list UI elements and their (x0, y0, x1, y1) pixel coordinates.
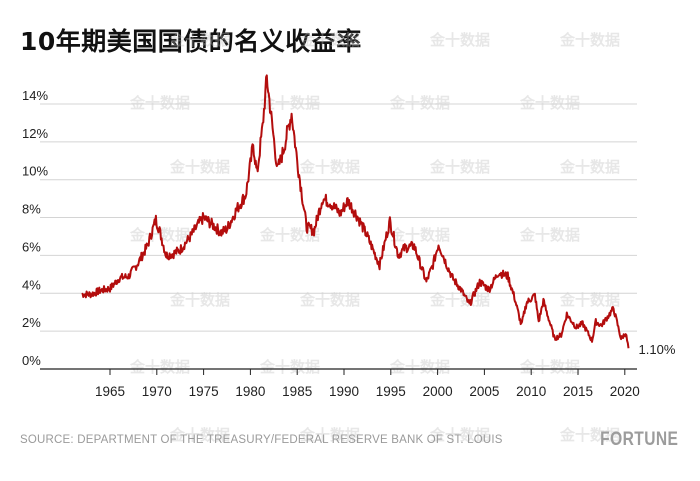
watermark-text: 金十数据 (429, 426, 490, 444)
y-tick-label: 4% (22, 277, 41, 292)
watermark-text: 金十数据 (169, 31, 230, 49)
end-value-label: 1.10% (639, 342, 676, 357)
x-tick-label: 1980 (235, 384, 265, 399)
gridlines (40, 103, 637, 370)
y-axis-ticks: 0% 2% 4% 6% 8% 10% 12% 14% (22, 88, 48, 368)
watermark-text: 金十数据 (259, 94, 320, 112)
y-tick-label: 10% (22, 164, 48, 179)
x-tick-label: 2010 (516, 384, 546, 399)
source-note: SOURCE: DEPARTMENT OF THE TREASURY/FEDER… (20, 434, 503, 446)
watermark-text: 金十数据 (259, 226, 320, 244)
y-tick-label: 0% (22, 353, 41, 368)
y-tick-label: 8% (22, 202, 41, 217)
watermark-text: 金十数据 (129, 94, 190, 112)
watermark-text: 金十数据 (559, 426, 620, 444)
x-tick-label: 2000 (423, 384, 453, 399)
watermark-text: 金十数据 (559, 158, 620, 176)
watermark-text: 金十数据 (299, 158, 360, 176)
watermark-text: 金十数据 (559, 291, 620, 309)
fortune-logo: FORTUNE (599, 429, 678, 450)
x-tick-label: 1985 (282, 384, 312, 399)
watermark-text: 金十数据 (169, 426, 230, 444)
watermark-text: 金十数据 (519, 226, 580, 244)
x-tick-label: 1965 (95, 384, 125, 399)
watermark-text: 金十数据 (389, 226, 450, 244)
watermark-text: 金十数据 (519, 358, 580, 376)
watermark-text: 金十数据 (519, 94, 580, 112)
watermark-text: 金十数据 (429, 158, 490, 176)
x-tick-label: 2015 (563, 384, 593, 399)
watermark-text: 金十数据 (299, 426, 360, 444)
watermark-text: 金十数据 (259, 358, 320, 376)
y-tick-label: 2% (22, 315, 41, 330)
watermark-text: 金十数据 (429, 31, 490, 49)
watermark-text: 金十数据 (169, 158, 230, 176)
watermark-text: 金十数据 (389, 94, 450, 112)
chart-title: 10年期美国国债的名义收益率 (20, 27, 362, 56)
watermark-text: 金十数据 (559, 31, 620, 49)
series-line-10y-yield (81, 74, 630, 349)
x-axis-ticks: 1965 1970 1975 1980 1985 1990 1995 2000 2005 2010… (95, 369, 640, 399)
y-tick-label: 14% (22, 88, 48, 103)
x-tick-label: 2005 (469, 384, 499, 399)
watermark-text: 金十数据 (389, 358, 450, 376)
x-tick-label: 2020 (610, 384, 640, 399)
watermark-text: 金十数据 (129, 226, 190, 244)
y-tick-label: 6% (22, 239, 41, 254)
x-tick-label: 1975 (189, 384, 219, 399)
watermark-text: 金十数据 (299, 31, 360, 49)
x-tick-label: 1970 (142, 384, 172, 399)
watermark-text: 金十数据 (299, 291, 360, 309)
y-tick-label: 12% (22, 126, 48, 141)
watermark-text: 金十数据 (129, 358, 190, 376)
watermark-text: 金十数据 (169, 291, 230, 309)
x-tick-label: 1990 (329, 384, 359, 399)
series-layer (81, 74, 630, 349)
x-tick-label: 1995 (376, 384, 406, 399)
